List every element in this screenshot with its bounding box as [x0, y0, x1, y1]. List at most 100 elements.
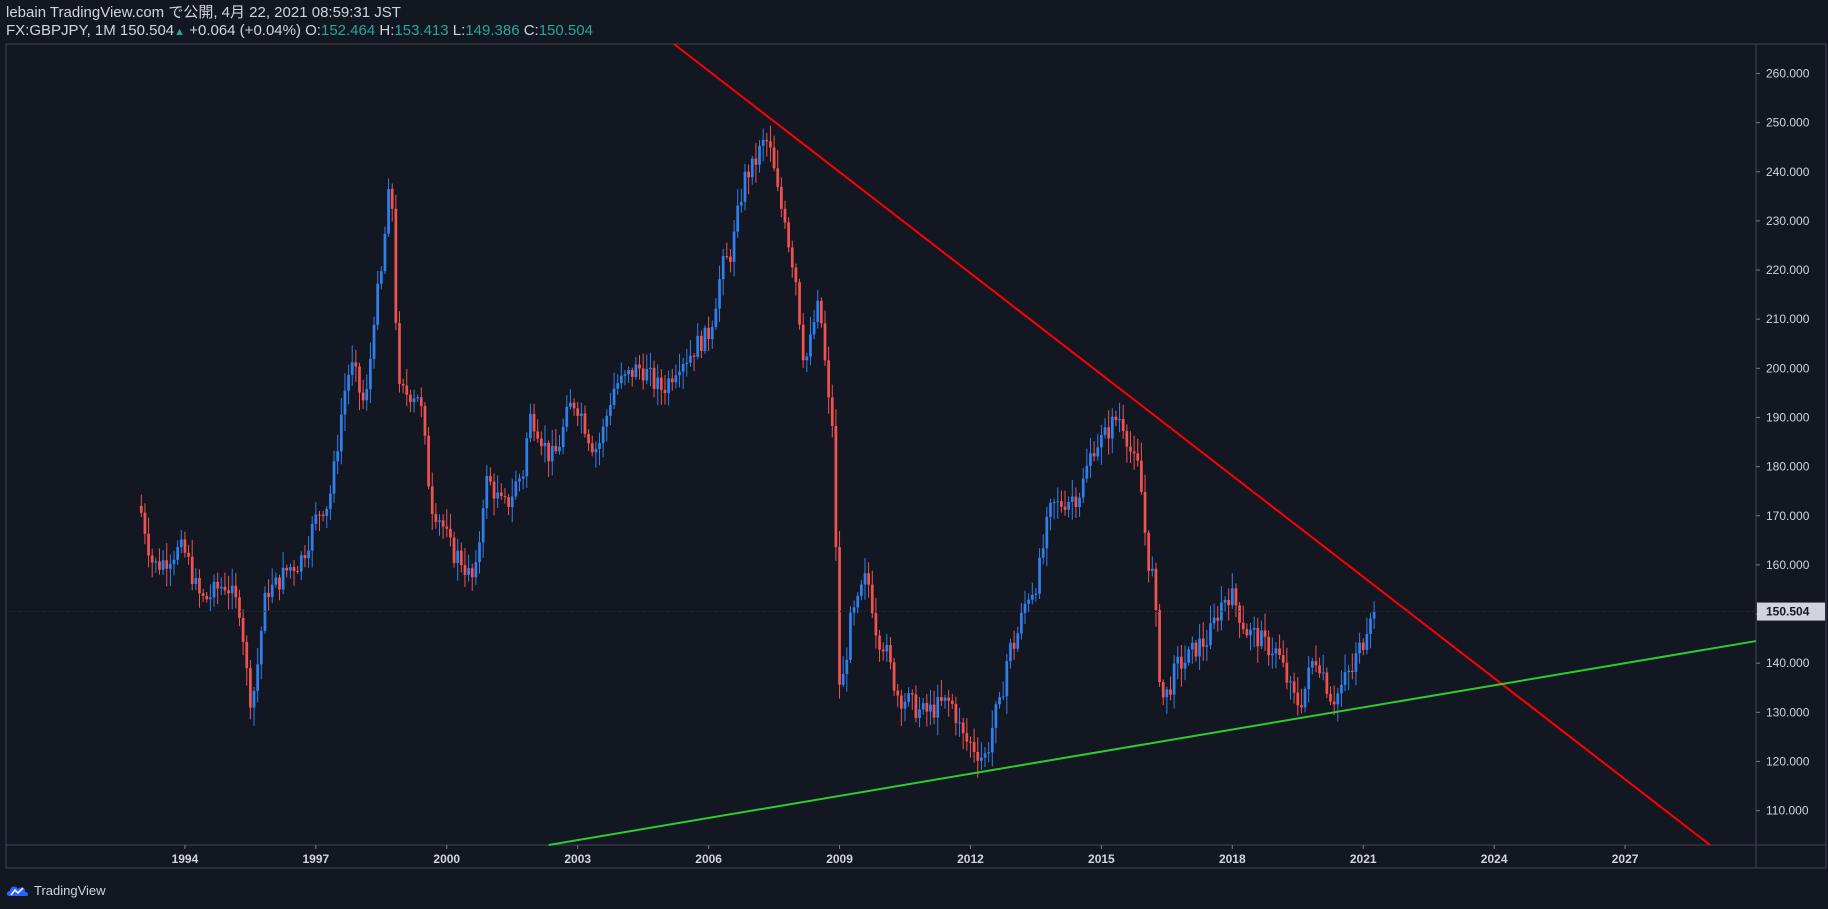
candle-body [1325, 672, 1329, 694]
candle-body [398, 323, 401, 384]
candle-up [310, 516, 314, 568]
candle-up [350, 345, 354, 386]
candle-body [1245, 629, 1249, 636]
candle-up [943, 694, 947, 709]
candle-body [983, 753, 987, 758]
candle-body [434, 514, 438, 522]
candle-down [819, 297, 823, 328]
price-tick-label: 120.000 [1766, 754, 1810, 768]
candle-body [1092, 453, 1096, 457]
candle-up [281, 552, 285, 595]
candle-body [634, 364, 638, 377]
candle-body [1332, 701, 1336, 705]
candle-body [390, 188, 394, 209]
candle-body [1150, 568, 1154, 571]
candle-body [714, 308, 718, 327]
ohlc-legend[interactable]: FX:GBPJPY, 1M 150.504▲ +0.064 (+0.04%) O… [6, 22, 1828, 41]
time-axis[interactable]: 1994 1997 2000 2003 2006 2009 2012 2015 2018 2021… [172, 845, 1639, 866]
candle-body [190, 556, 194, 585]
candle-down [1132, 435, 1136, 470]
candle-down [1147, 530, 1151, 583]
candle-body [514, 481, 518, 497]
candle-down [692, 353, 696, 371]
candle-down [441, 514, 445, 539]
candle-up [1027, 593, 1031, 613]
candle-body [965, 733, 969, 742]
candle-down [1143, 474, 1147, 546]
candle-down [1140, 442, 1143, 495]
candle-up [274, 572, 278, 588]
candle-down [787, 217, 790, 253]
candle-body [209, 597, 212, 600]
candle-body [838, 547, 841, 685]
tradingview-logo[interactable]: TradingView [6, 880, 106, 900]
candle-up [1321, 654, 1325, 681]
candle-down [292, 559, 296, 586]
last-price-label: 150.504 [1766, 605, 1810, 619]
candle-up [987, 742, 991, 763]
candle-body [1125, 430, 1129, 447]
candle-up [1190, 636, 1194, 664]
candle-body [1060, 501, 1063, 507]
resistance-trendline[interactable] [673, 43, 1711, 846]
candle-down [1194, 640, 1198, 662]
candle-body [416, 397, 420, 399]
chart-header: lebain TradingView.com で公開, 4月 22, 2021 … [6, 4, 1828, 42]
candle-up [1001, 681, 1005, 700]
candle-up [176, 540, 180, 565]
candle-body [641, 368, 645, 381]
candle-up [1289, 675, 1292, 700]
candle-body [841, 673, 845, 685]
candle-down [1263, 613, 1267, 652]
candle-down [205, 592, 209, 603]
candle-body [1205, 645, 1209, 647]
candle-body [1336, 693, 1340, 705]
candle-down [900, 689, 903, 726]
candle-body [998, 697, 1001, 705]
candle-body [1249, 629, 1252, 636]
candle-down [1234, 583, 1238, 618]
candle-down [961, 717, 965, 750]
candle-body [1292, 681, 1296, 693]
candle-down [1201, 622, 1205, 661]
candle-body [881, 649, 885, 652]
candle-up [1307, 655, 1311, 703]
candle-down [725, 242, 729, 260]
price-axis[interactable]: 110.000120.000130.000140.000150.000160.0… [6, 66, 1825, 818]
support-trendline[interactable] [548, 640, 1757, 846]
candle-body [259, 630, 263, 665]
candle-up [1336, 687, 1340, 722]
price-tick-label: 200.000 [1766, 361, 1810, 375]
candle-down [1318, 657, 1321, 679]
candle-body [318, 514, 321, 516]
candle-up [852, 600, 856, 626]
candle-body [1369, 618, 1372, 634]
candle-body [561, 426, 565, 447]
price-tick-label: 160.000 [1766, 558, 1810, 572]
candle-body [772, 147, 776, 169]
candle-body [1267, 636, 1271, 656]
candle-down [783, 200, 787, 229]
candle-down [158, 548, 161, 575]
candle-down [940, 680, 943, 707]
candle-down [794, 263, 798, 296]
candle-body [1238, 605, 1241, 623]
candle-up [841, 656, 845, 688]
candle-up [219, 577, 223, 596]
candle-body [758, 145, 761, 165]
candle-up [230, 568, 234, 610]
candle-down [867, 562, 870, 598]
candle-body [303, 555, 307, 559]
candle-body [910, 693, 914, 695]
time-tick-label: 2021 [1350, 852, 1377, 866]
candle-body [405, 385, 409, 395]
price-tick-label: 210.000 [1766, 312, 1810, 326]
candle-body [1278, 648, 1281, 656]
candle-up [1270, 637, 1274, 669]
candle-up [252, 687, 256, 726]
candle-body [187, 552, 190, 557]
candle-body [227, 590, 230, 594]
candle-up [1005, 654, 1009, 714]
candle-body [1041, 548, 1045, 558]
